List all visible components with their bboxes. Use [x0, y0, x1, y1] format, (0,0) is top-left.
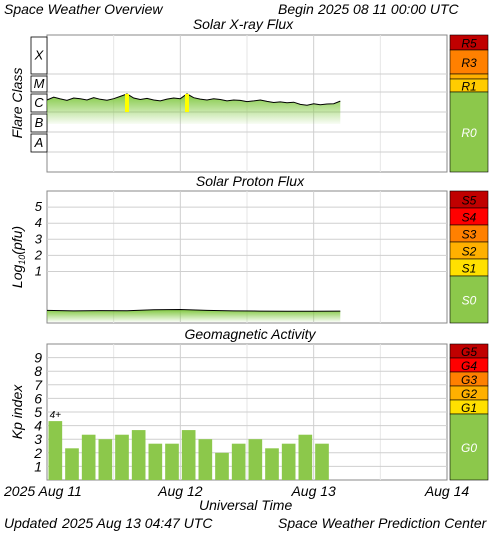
kp-scale-label-G1: G1 — [461, 401, 477, 415]
kp-title: Geomagnetic Activity — [185, 326, 317, 342]
kp-bar — [98, 439, 113, 480]
xray-scale-cell-2 — [449, 73, 489, 80]
kp-ytick-3: 3 — [34, 431, 42, 447]
kp-bar — [115, 434, 129, 480]
kp-scale-label-G0: G0 — [461, 441, 477, 455]
proton-ytick-1: 1 — [35, 263, 42, 278]
xray-scale-cell-4 — [449, 91, 489, 173]
proton-scale-label-S1: S1 — [462, 262, 477, 276]
kp-scale-label-G2: G2 — [461, 387, 477, 401]
proton-line — [46, 308, 341, 312]
kp-bar — [148, 443, 163, 480]
proton-scale-label-S0: S0 — [462, 294, 477, 308]
kp-bar-annotation: 4+ — [50, 410, 62, 421]
x-tick-aug13: Aug 13 — [290, 483, 336, 499]
proton-ytick-3: 3 — [35, 231, 43, 246]
proton-ytick-2: 2 — [34, 247, 43, 262]
kp-scale-cell-G0 — [449, 413, 489, 481]
xray-ytick-B: B — [35, 115, 44, 130]
kp-bar — [215, 452, 229, 480]
kp-bar — [165, 443, 179, 480]
page-title: Space Weather Overview — [4, 1, 163, 17]
x-axis-title: Universal Time — [199, 497, 293, 513]
kp-ytick-7: 7 — [34, 377, 43, 393]
xray-class-box-A — [30, 133, 48, 153]
kp-ytick-8: 8 — [34, 363, 42, 379]
kp-scale-label-G4: G4 — [461, 359, 477, 373]
xray-scale-cell-1 — [449, 49, 489, 75]
kp-ylabel: Kp index — [9, 384, 25, 439]
proton-ylabel: Log10(pfu) — [9, 226, 27, 288]
kp-ytick-9: 9 — [34, 350, 42, 366]
xray-ytick-X: X — [34, 48, 45, 63]
x-tick-aug12: Aug 12 — [157, 483, 203, 499]
kp-bar — [281, 443, 296, 480]
kp-bar — [48, 421, 63, 480]
xray-scale-label-R3: R3 — [461, 56, 477, 70]
proton-ytick-5: 5 — [35, 199, 43, 214]
kp-bar — [248, 439, 263, 480]
xray-title: Solar X-ray Flux — [193, 16, 294, 32]
kp-bar — [198, 439, 213, 480]
proton-scale-label-S2: S2 — [462, 245, 477, 259]
xray-scale-label-R5: R5 — [461, 37, 477, 51]
kp-bar — [181, 430, 196, 480]
proton-scale-label-S4: S4 — [462, 211, 477, 225]
kp-ytick-5: 5 — [34, 404, 42, 420]
proton-scale-label-S3: S3 — [462, 228, 477, 242]
proton-ytick-4: 4 — [35, 215, 42, 230]
x-tick-aug11: 2025 Aug 11 — [3, 483, 82, 499]
proton-title: Solar Proton Flux — [196, 173, 305, 189]
kp-bar — [315, 443, 329, 480]
xray-ytick-C: C — [34, 95, 44, 110]
updated-label: Updated — [4, 515, 57, 531]
kp-bar — [231, 443, 246, 480]
kp-bar — [131, 430, 146, 480]
kp-ytick-2: 2 — [33, 445, 42, 461]
xray-class-box-X — [30, 36, 48, 75]
x-tick-aug14: Aug 14 — [424, 483, 470, 499]
xray-flare-highlight — [185, 93, 189, 112]
kp-ytick-6: 6 — [34, 390, 42, 406]
kp-ytick-1: 1 — [34, 458, 42, 474]
kp-scale-label-G5: G5 — [461, 345, 477, 359]
xray-line — [46, 93, 341, 106]
begin-value: 2025 08 11 00:00 UTC — [318, 1, 459, 17]
prediction-center-label: Space Weather Prediction Center — [278, 515, 487, 531]
begin-label: Begin — [278, 1, 314, 17]
proton-scale-label-S5: S5 — [462, 194, 477, 208]
xray-flare-highlight — [125, 93, 129, 112]
kp-scale-label-G3: G3 — [461, 373, 477, 387]
kp-bar — [65, 448, 79, 480]
xray-scale-label-R1: R1 — [461, 80, 476, 94]
xray-class-box-M — [30, 75, 48, 93]
xray-ylabel: Flare Class — [9, 68, 25, 139]
kp-bar — [81, 434, 96, 480]
xray-scale-label-R0: R0 — [461, 126, 477, 140]
kp-ytick-4: 4 — [34, 418, 42, 434]
xray-ytick-M: M — [34, 76, 45, 91]
updated-value: 2025 Aug 13 04:47 UTC — [62, 515, 213, 531]
kp-bar — [265, 448, 279, 480]
proton-scale-cell-S0 — [449, 275, 489, 324]
xray-ytick-A: A — [34, 135, 44, 150]
proton-area — [47, 309, 341, 322]
kp-bar — [298, 434, 313, 480]
